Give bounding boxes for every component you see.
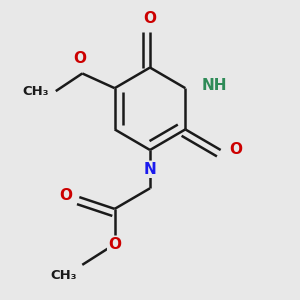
Text: O: O — [73, 51, 86, 66]
Text: CH₃: CH₃ — [22, 85, 48, 98]
Text: O: O — [230, 142, 242, 158]
Text: N: N — [144, 162, 156, 177]
Text: CH₃: CH₃ — [50, 269, 76, 282]
Text: NH: NH — [202, 78, 227, 93]
Text: O: O — [108, 237, 121, 252]
Text: O: O — [143, 11, 157, 26]
Text: O: O — [59, 188, 72, 203]
